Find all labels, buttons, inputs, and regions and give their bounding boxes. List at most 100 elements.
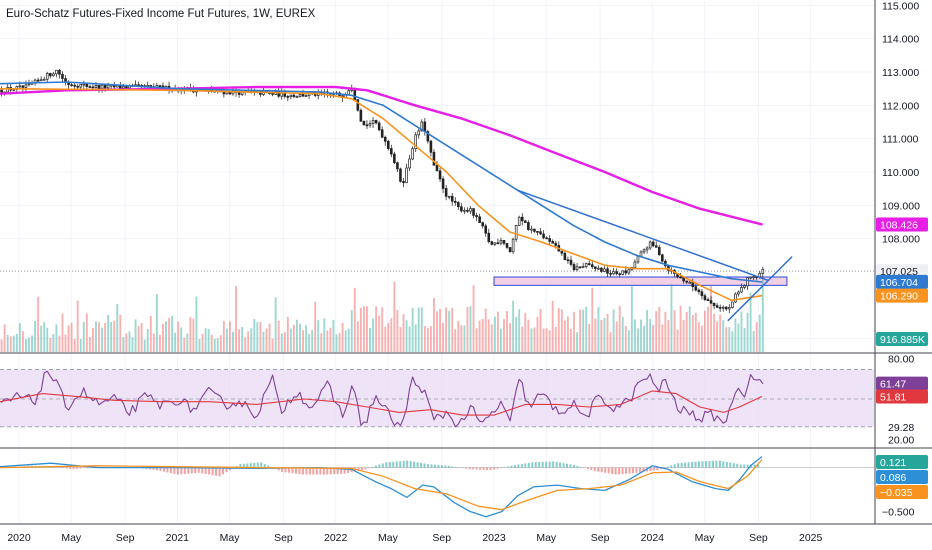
trendline-upper (516, 189, 769, 282)
candle-body (584, 263, 588, 267)
volume-bar (603, 317, 606, 352)
macd-hist-bar (343, 467, 346, 474)
volume-bar (341, 322, 344, 352)
volume-bar (165, 321, 167, 352)
candle-body (487, 232, 491, 243)
support-zone (493, 276, 788, 286)
macd-hist-bar (566, 463, 569, 468)
volume-bar (244, 337, 247, 352)
price-badge-bg (876, 274, 928, 289)
volume-bar (210, 334, 213, 352)
macd-hist-bar (253, 462, 256, 468)
candle-body (749, 276, 752, 279)
candle-body (292, 94, 296, 97)
volume-bar (637, 328, 639, 352)
volume-bar (591, 287, 594, 352)
volume-bar (292, 324, 295, 352)
macd-hist-bar (402, 460, 405, 468)
sma-mid-line (0, 81, 763, 283)
macd-badge-bg (876, 455, 928, 469)
volume-bar (43, 322, 46, 352)
volume-bar (299, 323, 301, 352)
chart-title: Euro-Schatz Futures-Fixed Income Fut Fut… (6, 8, 316, 20)
candle-body (502, 240, 506, 244)
volume-bar (688, 306, 691, 352)
macd-hist-bar (479, 467, 482, 470)
candle-body (414, 134, 417, 149)
volume-bar (91, 328, 94, 352)
volume-bar (600, 320, 603, 352)
candle-body (603, 268, 606, 272)
volume-badge-label: 916.885K (880, 334, 925, 346)
macd-hist-bar (729, 462, 732, 468)
macd-hist-bar (618, 467, 621, 475)
volume-bar (101, 327, 104, 352)
volume-bar (597, 307, 600, 352)
volume-bar (716, 321, 719, 352)
candle-body (289, 94, 293, 97)
volume-bar (277, 320, 280, 352)
volume-bar (627, 330, 630, 352)
volume-bar (49, 337, 52, 352)
macd-hist-bar (559, 462, 562, 468)
volume-bar (289, 328, 292, 352)
candle-body (469, 208, 472, 212)
macd-hist-bar (468, 467, 471, 470)
volume-bar (280, 333, 283, 352)
macd-hist-bar (347, 467, 350, 473)
candle-body (496, 242, 500, 245)
macd-hist-bar (364, 467, 367, 470)
candle-body (533, 228, 536, 232)
candle-body (721, 306, 725, 309)
candle-body (286, 96, 290, 98)
macd-hist-bar (482, 467, 485, 470)
price-tick-label: 111.000 (882, 134, 919, 146)
volume-bar (286, 316, 289, 352)
candle-body (530, 228, 533, 231)
macd-tick-label: −0.500 (882, 506, 915, 518)
macd-hist-bar (208, 467, 211, 475)
candle-body (661, 254, 664, 262)
macd-hist-bar (732, 463, 735, 468)
volume-bar (353, 287, 356, 352)
volume-bar (67, 325, 70, 352)
candle-body (737, 291, 740, 295)
volume-bar (155, 294, 158, 352)
macd-hist-bar (698, 461, 701, 468)
volume-bar (740, 311, 743, 352)
volume-bar (308, 334, 311, 352)
rsi-badge: 61.47 (876, 376, 928, 391)
volume-bar (719, 314, 722, 352)
time-tick-label: Sep (116, 532, 135, 544)
volume-bar (362, 306, 365, 352)
macd-hist-bar (319, 467, 322, 475)
candle-body (606, 268, 609, 274)
macd-hist-bar (301, 467, 304, 475)
volume-bar (579, 309, 582, 352)
candle-body (39, 79, 43, 82)
volume-bar (12, 335, 15, 352)
macd-hist-bar (62, 467, 65, 469)
macd-hist-bar (691, 462, 694, 468)
volume-bars (0, 276, 764, 352)
macd-hist-bar (156, 467, 159, 471)
candle-body (450, 195, 454, 202)
macd-hist-bar (677, 463, 680, 468)
volume-bar (512, 300, 515, 352)
candle-body (639, 251, 643, 257)
volume-bar (527, 319, 530, 352)
volume-bar (125, 333, 128, 352)
macd-hist-bar (267, 465, 270, 468)
candle-body (517, 216, 521, 226)
volume-bar (694, 312, 697, 352)
volume-bar (576, 332, 579, 352)
macd-badge: 0.086 (876, 470, 928, 484)
price-badge: 106.704 (876, 274, 928, 289)
macd-hist-bar (162, 467, 165, 472)
volume-bar (140, 322, 143, 352)
candle-body (6, 87, 9, 93)
macd-hist-bar (461, 467, 464, 469)
volume-bar (381, 307, 384, 352)
volume-bar (265, 328, 268, 352)
macd-hist-bar (569, 464, 572, 468)
